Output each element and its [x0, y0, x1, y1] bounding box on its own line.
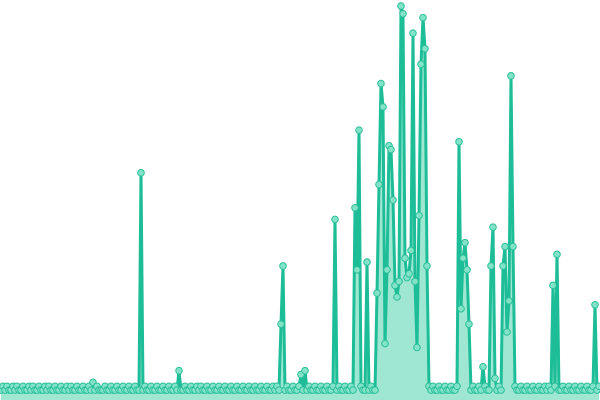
data-point [505, 297, 513, 305]
data-point [461, 238, 469, 247]
data-point [413, 343, 421, 352]
data-point [423, 262, 431, 270]
data-point [371, 386, 379, 394]
data-point [395, 277, 403, 286]
data-point [277, 320, 285, 328]
data-point [383, 266, 391, 274]
data-point [463, 266, 471, 274]
data-point [355, 126, 363, 134]
data-point [417, 60, 425, 68]
data-point [409, 29, 417, 37]
data-point [459, 254, 467, 263]
data-point [389, 196, 397, 204]
data-point [375, 180, 383, 189]
data-point [497, 386, 505, 394]
data-point [491, 374, 499, 383]
data-point [485, 386, 493, 394]
data-point [501, 242, 509, 251]
data-point [387, 145, 395, 154]
data-point [595, 382, 600, 391]
data-point [411, 277, 419, 286]
data-point [489, 223, 497, 231]
data-point [415, 211, 423, 220]
data-point [455, 138, 463, 146]
data-point [373, 289, 381, 297]
data-point [549, 281, 557, 290]
data-point [397, 2, 405, 10]
data-point [453, 382, 461, 391]
data-point [503, 328, 511, 336]
data-point [421, 44, 429, 53]
data-point [405, 269, 413, 278]
data-point [175, 366, 183, 375]
data-point [137, 169, 145, 177]
data-point [419, 13, 427, 22]
data-point [457, 304, 465, 313]
data-point [393, 293, 401, 301]
data-point [279, 262, 287, 270]
data-point [301, 366, 309, 375]
data-point [499, 262, 507, 270]
data-point [487, 262, 495, 270]
data-point [363, 258, 371, 266]
data-point [349, 386, 357, 394]
data-point [377, 79, 385, 88]
data-point [507, 72, 515, 80]
data-point [399, 9, 407, 18]
data-point [509, 242, 517, 251]
data-point [401, 254, 409, 263]
data-point [479, 363, 487, 371]
data-point [465, 320, 473, 328]
data-point [407, 246, 415, 255]
data-point [553, 250, 561, 259]
data-point [331, 215, 339, 224]
data-point [381, 339, 389, 348]
data-point [591, 300, 599, 309]
data-point [353, 266, 361, 274]
data-point [379, 103, 387, 111]
data-point [351, 203, 359, 212]
